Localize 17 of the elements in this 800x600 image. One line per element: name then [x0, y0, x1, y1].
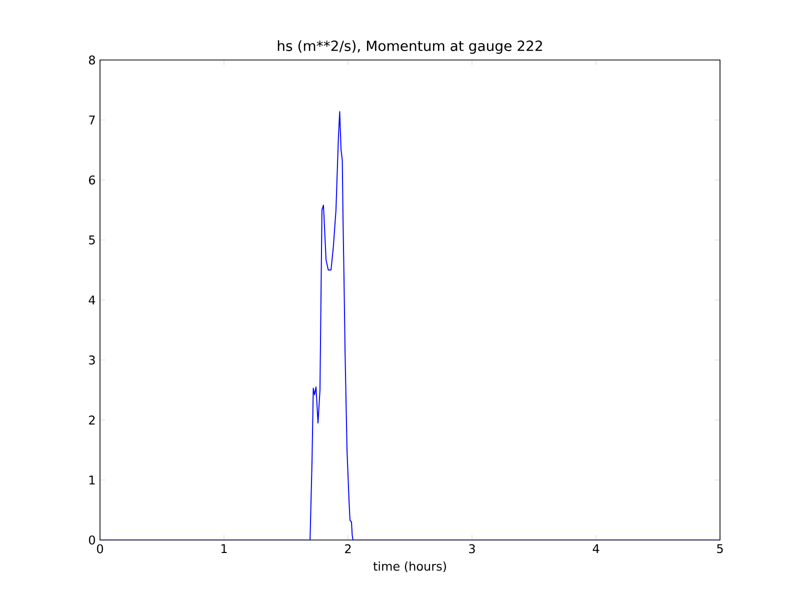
- x-axis-title: time (hours): [373, 561, 446, 572]
- x-tick-label: 2: [345, 544, 351, 554]
- y-tick-label: 3: [89, 355, 95, 365]
- y-tick-label: 4: [88, 296, 96, 304]
- y-tick-label: 1: [89, 476, 95, 484]
- y-tick-label: 2: [89, 416, 95, 424]
- y-tick-label: 8: [88, 55, 95, 65]
- chart-title: hs (m**2/s), Momentum at gauge 222: [278, 40, 542, 54]
- y-tick-label: 7: [89, 116, 95, 124]
- x-tick-label: 5: [717, 544, 723, 554]
- x-tick-label: 4: [592, 544, 600, 553]
- x-tick-label: 3: [469, 544, 475, 554]
- x-tick-label: 0: [96, 544, 104, 554]
- x-tick-label: 1: [221, 544, 227, 553]
- y-tick-label: 6: [89, 175, 96, 185]
- y-tick-label: 5: [89, 236, 95, 244]
- y-tick-label: 0: [88, 535, 96, 545]
